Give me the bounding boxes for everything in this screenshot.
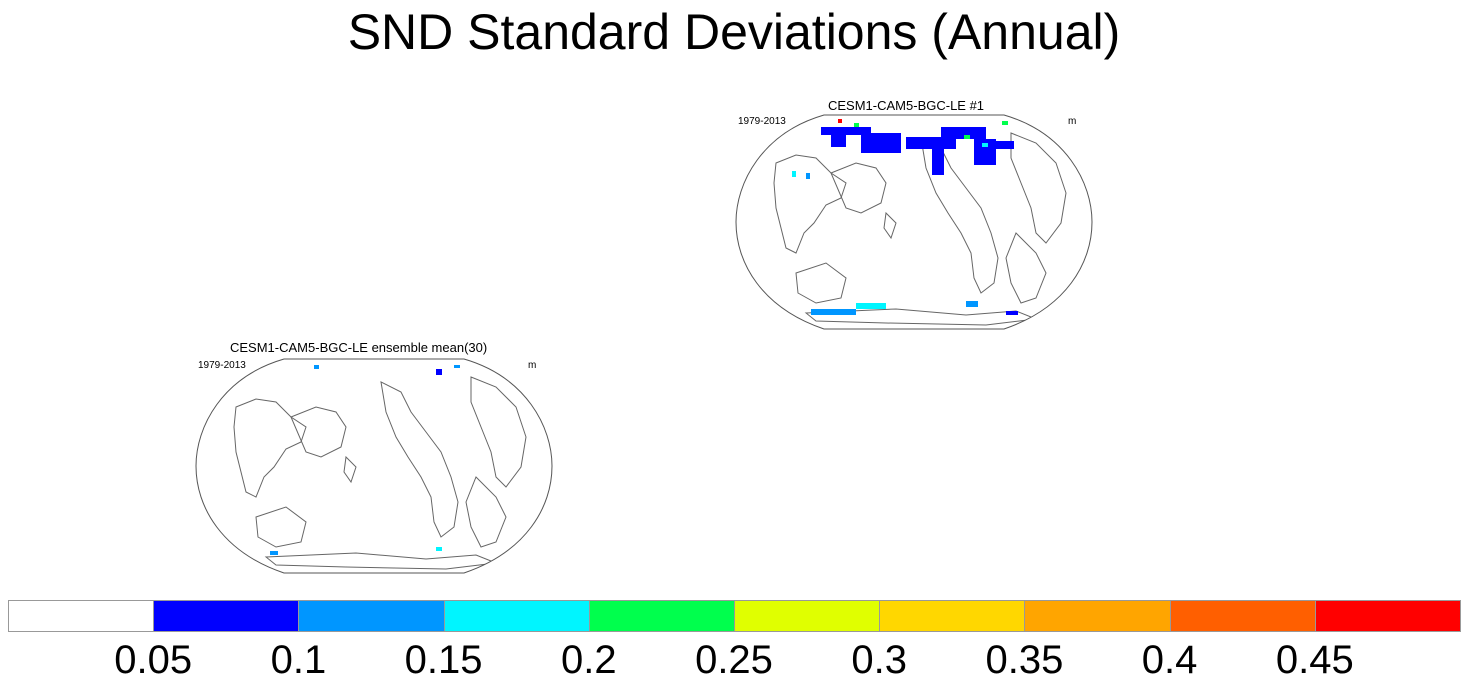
colorbar-box: [443, 600, 590, 632]
panel-2-map: [195, 358, 553, 574]
figure-title: SND Standard Deviations (Annual): [347, 4, 1121, 60]
coastlines: [773, 132, 1067, 326]
colorbar-label: 0.25: [695, 638, 773, 682]
coastlines: [233, 376, 527, 570]
colorbar: [8, 600, 1461, 634]
colorbar-box: [153, 600, 300, 632]
colorbar-label: 0.45: [1275, 638, 1354, 682]
colorbar-box: [879, 600, 1026, 632]
colorbar-box: [8, 600, 155, 632]
snow-cells: [792, 119, 1018, 315]
colorbar-box: [588, 600, 735, 632]
panel-1-years: 1979-2013: [738, 116, 786, 127]
panel-2-title: CESM1-CAM5-BGC-LE ensemble mean(30): [230, 340, 488, 355]
colorbar-box: [298, 600, 445, 632]
colorbar-label: 0.1: [270, 638, 327, 682]
colorbar-label: 0.35: [985, 638, 1064, 682]
panel-1-map: [735, 114, 1093, 330]
colorbar-box: [1314, 600, 1461, 632]
panel-2-units: m: [528, 360, 537, 371]
colorbar-label: 0.2: [560, 638, 617, 682]
panel-1-units: m: [1068, 116, 1077, 127]
panel-2-years: 1979-2013: [198, 360, 246, 371]
snow-cells: [270, 365, 460, 555]
colorbar-label: 0.4: [1141, 638, 1198, 682]
panel-1-title: CESM1-CAM5-BGC-LE #1: [828, 98, 985, 113]
colorbar-box: [1024, 600, 1171, 632]
colorbar-label: 0.15: [404, 638, 483, 682]
colorbar-label: 0.3: [851, 638, 907, 682]
colorbar-box: [1169, 600, 1316, 632]
colorbar-box: [734, 600, 881, 632]
colorbar-label: 0.05: [114, 638, 193, 682]
